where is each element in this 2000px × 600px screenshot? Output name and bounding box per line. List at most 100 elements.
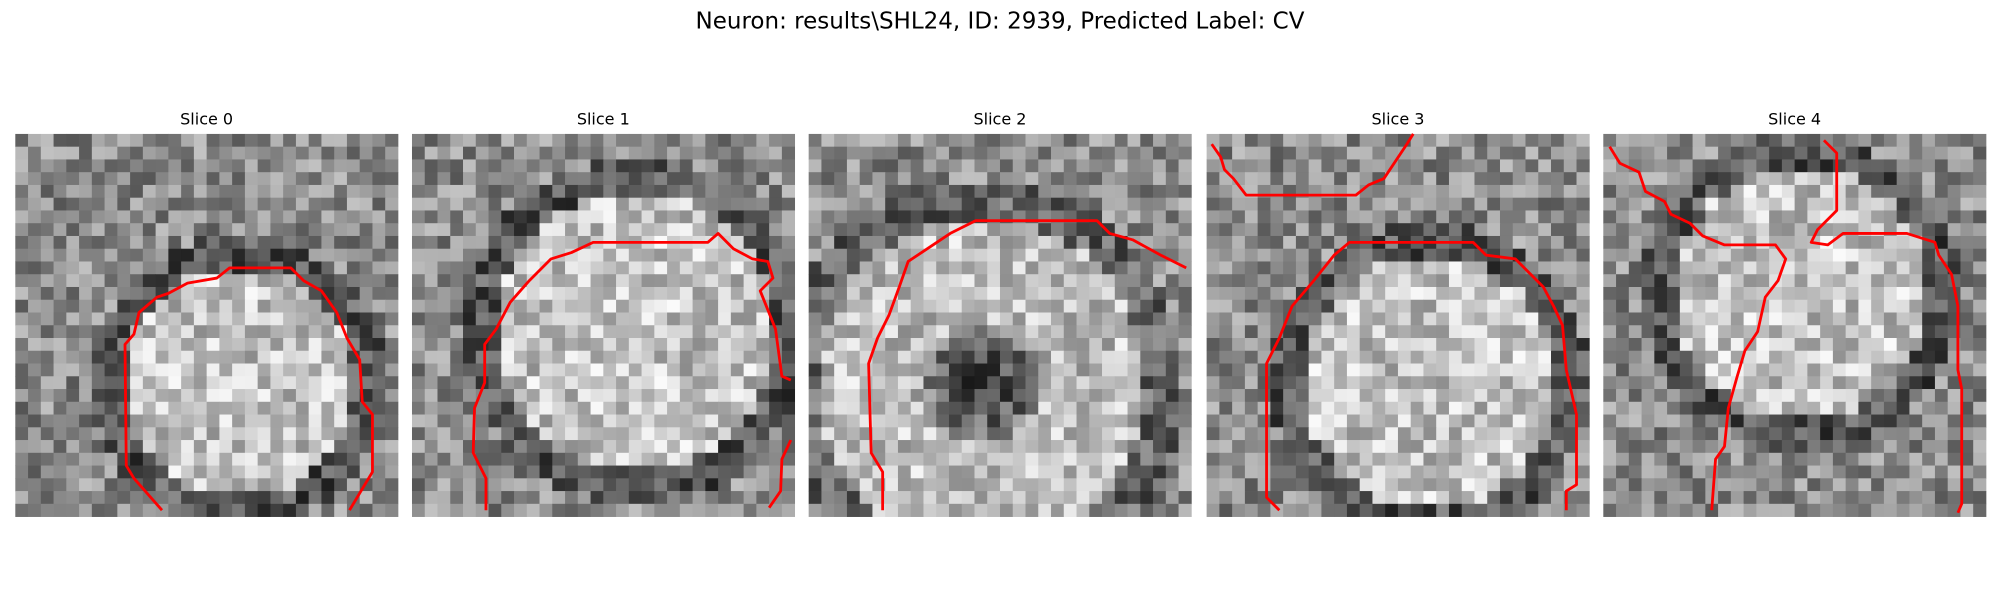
- pixel: [53, 350, 67, 364]
- pixel: [730, 350, 744, 364]
- pixel: [1718, 146, 1732, 160]
- pixel: [1603, 248, 1617, 262]
- pixel: [1692, 133, 1706, 148]
- pixel: [743, 261, 757, 275]
- pixel: [168, 159, 182, 173]
- pixel: [437, 235, 451, 250]
- pixel: [1705, 312, 1719, 326]
- pixel: [1667, 350, 1681, 364]
- pixel: [1641, 146, 1655, 160]
- pixel: [130, 363, 144, 377]
- pixel: [1499, 427, 1514, 441]
- pixel: [1667, 427, 1681, 441]
- pixel: [1487, 452, 1501, 466]
- pixel: [1321, 197, 1335, 211]
- pixel: [616, 338, 630, 352]
- pixel: [437, 184, 451, 199]
- pixel: [616, 248, 630, 262]
- pixel: [334, 427, 348, 441]
- pixel: [1896, 159, 1910, 173]
- pixel: [424, 248, 438, 262]
- pixel: [923, 210, 937, 224]
- pixel: [1616, 401, 1630, 415]
- pixel: [667, 261, 681, 275]
- pixel: [1551, 325, 1565, 339]
- pixel: [1114, 184, 1128, 199]
- pixel: [897, 427, 912, 441]
- pixel: [565, 389, 579, 403]
- pixel: [1461, 223, 1475, 237]
- pixel: [1051, 414, 1065, 428]
- pixel: [539, 235, 553, 250]
- pixel: [244, 427, 259, 441]
- pixel: [692, 491, 706, 505]
- pixel: [501, 452, 515, 466]
- pixel: [769, 376, 783, 390]
- pixel: [1102, 299, 1116, 313]
- pixel: [1178, 133, 1192, 148]
- pixel: [846, 235, 861, 250]
- pixel: [1178, 350, 1192, 364]
- pixel: [1820, 452, 1834, 466]
- pixel: [1922, 338, 1936, 352]
- pixel: [667, 312, 681, 326]
- pixel: [1871, 197, 1885, 211]
- pixel: [999, 325, 1014, 339]
- pixel: [1346, 248, 1361, 262]
- pixel: [1063, 338, 1077, 352]
- pixel: [1025, 389, 1039, 403]
- pixel: [1127, 159, 1141, 173]
- pixel: [437, 452, 451, 466]
- pixel: [334, 184, 348, 199]
- pixel: [270, 274, 284, 288]
- pixel: [1858, 465, 1872, 479]
- pixel: [1283, 172, 1297, 186]
- pixel: [1769, 261, 1783, 275]
- pixel: [40, 465, 54, 479]
- pixel: [1359, 159, 1373, 173]
- pixel: [590, 427, 604, 441]
- pixel: [142, 440, 156, 454]
- pixel: [1474, 389, 1488, 403]
- pixel: [1922, 146, 1936, 160]
- pixel: [1794, 248, 1808, 262]
- pixel: [846, 363, 861, 377]
- pixel: [577, 452, 591, 466]
- pixel: [142, 235, 156, 250]
- pixel: [1219, 184, 1233, 199]
- pixel: [1896, 235, 1910, 250]
- pixel: [1359, 223, 1373, 237]
- pixel: [565, 440, 579, 454]
- pixel: [897, 452, 912, 466]
- pixel: [679, 363, 693, 377]
- pixel: [1334, 312, 1348, 326]
- pixel: [1448, 299, 1463, 313]
- pixel: [1769, 440, 1783, 454]
- pixel: [1871, 261, 1885, 275]
- pixel: [1257, 325, 1271, 339]
- pixel: [1321, 452, 1335, 466]
- pixel: [1947, 197, 1961, 211]
- pixel: [15, 261, 29, 275]
- pixel: [411, 172, 426, 186]
- pixel: [923, 172, 937, 186]
- pixel: [1025, 350, 1039, 364]
- pixel: [321, 146, 335, 160]
- pixel: [1089, 274, 1103, 288]
- pixel: [450, 389, 464, 403]
- pixel: [168, 210, 182, 224]
- pixel: [117, 503, 131, 517]
- pixel: [1603, 184, 1617, 199]
- pixel: [1063, 197, 1077, 211]
- pixel: [66, 286, 80, 301]
- panel-title: Slice 0: [180, 110, 233, 129]
- pixel: [616, 172, 630, 186]
- pixel: [1551, 159, 1565, 173]
- pixel: [1448, 389, 1463, 403]
- pixel: [1436, 325, 1450, 339]
- pixel: [730, 235, 744, 250]
- pixel: [961, 376, 975, 390]
- pixel: [437, 338, 451, 352]
- pixel: [974, 414, 988, 428]
- pixel: [1756, 261, 1770, 275]
